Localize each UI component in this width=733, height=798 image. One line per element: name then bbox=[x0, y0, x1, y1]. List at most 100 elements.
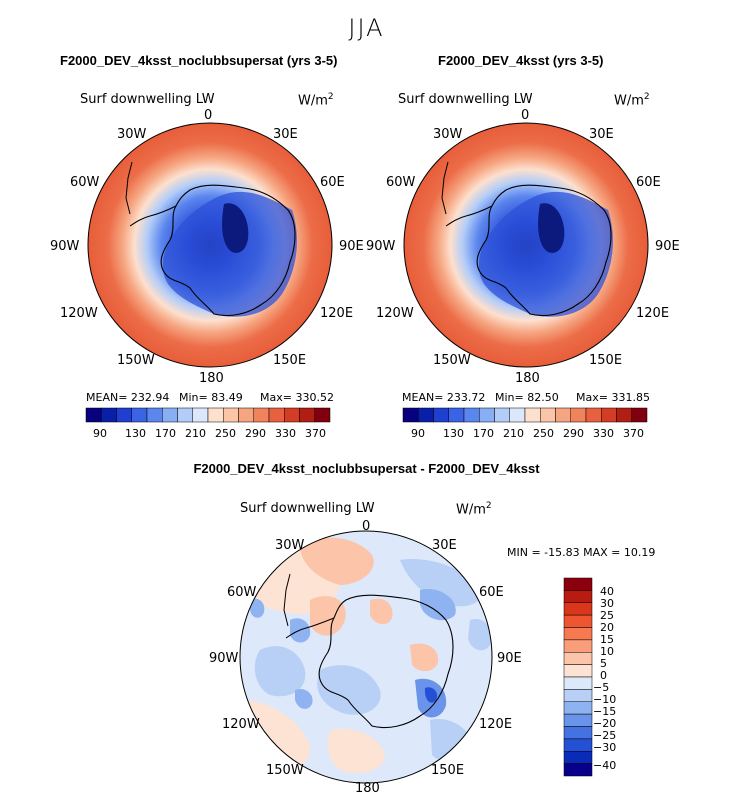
panel3-lon-180: 180 bbox=[355, 781, 380, 796]
panel1-lon-30w: 30W bbox=[117, 127, 147, 142]
panel3-cbar-tick: −10 bbox=[593, 693, 617, 706]
colorbar-swatch bbox=[563, 664, 593, 678]
panel2-lon-120w: 120W bbox=[376, 306, 414, 321]
panel3-minmax: MIN = -15.83 MAX = 10.19 bbox=[507, 546, 656, 559]
colorbar-swatch bbox=[563, 639, 593, 653]
panel2-lon-60w: 60W bbox=[386, 175, 416, 190]
panel1-lon-0: 0 bbox=[204, 108, 213, 123]
panel2-lon-90e: 90E bbox=[655, 239, 680, 254]
panel1-lon-30e: 30E bbox=[273, 127, 298, 142]
panel2-cbar-tick: 170 bbox=[473, 427, 494, 440]
panel3-lon-60e: 60E bbox=[479, 585, 504, 600]
colorbar-swatch bbox=[631, 407, 648, 423]
panel3-coastline bbox=[318, 594, 454, 729]
panel2-mean: MEAN= 233.72 bbox=[402, 391, 486, 404]
panel1-units: W/m2 bbox=[298, 92, 334, 109]
colorbar-swatch bbox=[563, 614, 593, 628]
panel2-units: W/m2 bbox=[614, 92, 650, 109]
panel3-lon-150e: 150E bbox=[431, 763, 465, 778]
panel1-lon-120w: 120W bbox=[60, 306, 98, 321]
panel3-lon-120e: 120E bbox=[479, 717, 513, 732]
panel2-lon-150w: 150W bbox=[433, 353, 471, 368]
panel2-min: Min= 82.50 bbox=[495, 391, 559, 404]
colorbar-swatch bbox=[563, 577, 593, 591]
panel3-cbar-tick: 25 bbox=[600, 609, 614, 622]
colorbar-swatch bbox=[563, 627, 593, 641]
panel3-lon-30e: 30E bbox=[432, 538, 457, 553]
season-title: JJA bbox=[348, 14, 385, 42]
colorbar-swatch bbox=[563, 676, 593, 690]
colorbar-swatch bbox=[563, 751, 593, 764]
panel3-lon-30w: 30W bbox=[275, 538, 305, 553]
panel3-variable-label: Surf downwelling LW bbox=[240, 501, 375, 516]
panel3-cbar-tick: 0 bbox=[600, 669, 607, 682]
panel3-lon-120w: 120W bbox=[222, 717, 260, 732]
panel1-lon-150e: 150E bbox=[273, 353, 307, 368]
panel3-lon-90w: 90W bbox=[209, 651, 239, 666]
panel2-lon-0: 0 bbox=[521, 108, 530, 123]
panel1-min: Min= 83.49 bbox=[179, 391, 243, 404]
panel1-max: Max= 330.52 bbox=[260, 391, 334, 404]
panel3-cbar-tick: 15 bbox=[600, 633, 614, 646]
panel3-title: F2000_DEV_4ksst_noclubbsupersat - F2000_… bbox=[193, 461, 540, 476]
panel3-cbar-tick: −30 bbox=[593, 741, 617, 754]
panel3-units: W/m2 bbox=[456, 501, 492, 518]
panel1-cbar-tick: 170 bbox=[155, 427, 176, 440]
panel1-cbar-tick: 90 bbox=[93, 427, 107, 440]
panel1-mean: MEAN= 232.94 bbox=[86, 391, 170, 404]
panel2-variable-label: Surf downwelling LW bbox=[398, 92, 533, 107]
panel1-lon-60w: 60W bbox=[70, 175, 100, 190]
panel1-antarctica-core bbox=[222, 203, 249, 253]
colorbar-swatch bbox=[563, 726, 593, 740]
panel2-lon-60e: 60E bbox=[636, 175, 661, 190]
panel3-cbar-tick: 20 bbox=[600, 621, 614, 634]
panel3-lon-60w: 60W bbox=[227, 585, 257, 600]
panel3-lon-0: 0 bbox=[362, 519, 371, 534]
panel2-lon-30w: 30W bbox=[433, 127, 463, 142]
colorbar-swatch bbox=[563, 602, 593, 616]
panel2-coastline bbox=[476, 184, 612, 317]
panel1-coastline bbox=[160, 184, 296, 317]
panel2-lon-90w: 90W bbox=[366, 239, 396, 254]
colorbar-swatch bbox=[563, 763, 593, 777]
colorbar-swatch bbox=[563, 701, 593, 715]
panel3-cbar-tick: 30 bbox=[600, 597, 614, 610]
panel1-cbar-tick: 330 bbox=[275, 427, 296, 440]
panel2-cbar-tick: 250 bbox=[533, 427, 554, 440]
panel1-lon-90e: 90E bbox=[339, 239, 364, 254]
panel3-peninsula bbox=[285, 617, 335, 639]
panel3-cbar-tick: 5 bbox=[600, 657, 607, 670]
panel3-lon-150w: 150W bbox=[266, 763, 304, 778]
panel2-cbar-tick: 330 bbox=[593, 427, 614, 440]
panel2-antarctica-fill bbox=[478, 191, 613, 317]
panel1-cbar-tick: 130 bbox=[125, 427, 146, 440]
panel2-lon-30e: 30E bbox=[589, 127, 614, 142]
panel1-lon-180: 180 bbox=[199, 371, 224, 386]
panel1-variable-label: Surf downwelling LW bbox=[80, 92, 215, 107]
colorbar-swatch bbox=[563, 590, 593, 603]
panel1-peninsula bbox=[129, 205, 177, 227]
panel3-cbar-tick: −40 bbox=[593, 759, 617, 772]
panel1-south-america-tip bbox=[125, 161, 133, 215]
colorbar-swatch bbox=[563, 652, 593, 665]
panel1-lon-60e: 60E bbox=[320, 175, 345, 190]
panel1-antarctica-fill bbox=[162, 191, 297, 317]
panel1-cbar-tick: 210 bbox=[185, 427, 206, 440]
panel2-antarctica-core bbox=[538, 203, 565, 253]
panel1-lon-90w: 90W bbox=[50, 239, 80, 254]
colorbar-swatch bbox=[563, 713, 593, 727]
colorbar-swatch bbox=[563, 738, 593, 752]
panel3-cbar-tick: 10 bbox=[600, 645, 614, 658]
panel2-lon-120e: 120E bbox=[636, 306, 670, 321]
panel2-cbar-tick: 210 bbox=[503, 427, 524, 440]
panel3-anomaly-field bbox=[240, 537, 492, 774]
panel3-cbar-tick: −5 bbox=[593, 681, 610, 694]
panel2-cbar-tick: 370 bbox=[623, 427, 644, 440]
colorbar-swatch bbox=[314, 407, 331, 423]
